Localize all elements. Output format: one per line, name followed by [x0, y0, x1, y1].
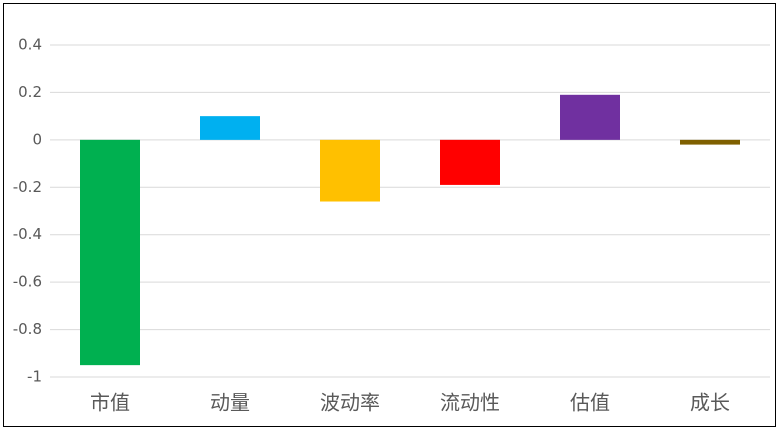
bar — [320, 139, 380, 202]
y-tick-label: -0.2 — [13, 178, 42, 196]
y-tick-label: -0.4 — [13, 225, 42, 243]
x-tick-label: 动量 — [210, 391, 250, 415]
y-tick-label: 0.4 — [18, 36, 42, 54]
bar — [80, 139, 140, 366]
bar — [440, 139, 500, 185]
y-tick-label: -1 — [27, 368, 42, 386]
x-tick-label: 市值 — [90, 391, 130, 415]
y-tick-label: 0 — [32, 130, 42, 148]
bar — [680, 139, 740, 145]
x-tick-label: 成长 — [690, 391, 730, 415]
y-tick-label: -0.8 — [13, 320, 42, 338]
y-tick-label: 0.2 — [18, 83, 42, 101]
bar — [200, 116, 260, 140]
x-tick-label: 估值 — [570, 391, 610, 415]
y-tick-label: -0.6 — [13, 273, 42, 291]
bar — [560, 94, 620, 140]
x-tick-label: 流动性 — [440, 391, 500, 415]
x-tick-label: 波动率 — [320, 391, 380, 415]
